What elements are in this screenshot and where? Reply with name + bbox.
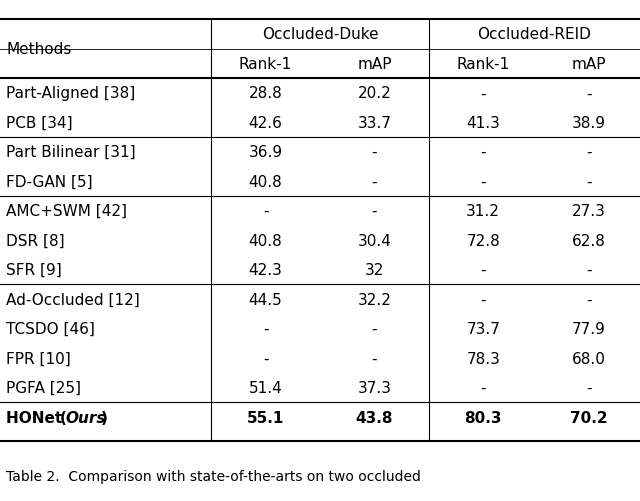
Text: -: - xyxy=(372,204,377,219)
Text: 72.8: 72.8 xyxy=(467,233,500,248)
Text: 31.2: 31.2 xyxy=(467,204,500,219)
Text: -: - xyxy=(586,292,591,307)
Text: -: - xyxy=(586,380,591,395)
Text: 42.3: 42.3 xyxy=(249,263,282,278)
Text: PGFA [25]: PGFA [25] xyxy=(6,380,81,395)
Text: 30.4: 30.4 xyxy=(358,233,391,248)
Text: -: - xyxy=(481,292,486,307)
Text: Part Bilinear [31]: Part Bilinear [31] xyxy=(6,145,136,160)
Text: 77.9: 77.9 xyxy=(572,322,605,337)
Text: ): ) xyxy=(101,410,108,425)
Text: -: - xyxy=(481,174,486,189)
Text: Rank-1: Rank-1 xyxy=(456,57,510,72)
Text: 41.3: 41.3 xyxy=(467,116,500,131)
Text: 44.5: 44.5 xyxy=(249,292,282,307)
Text: 28.8: 28.8 xyxy=(249,86,282,101)
Text: mAP: mAP xyxy=(357,57,392,72)
Text: -: - xyxy=(372,145,377,160)
Text: Table 2.  Comparison with state-of-the-arts on two occluded: Table 2. Comparison with state-of-the-ar… xyxy=(6,469,421,483)
Text: 37.3: 37.3 xyxy=(357,380,392,395)
Text: -: - xyxy=(481,380,486,395)
Text: -: - xyxy=(586,145,591,160)
Text: Rank-1: Rank-1 xyxy=(239,57,292,72)
Text: 20.2: 20.2 xyxy=(358,86,391,101)
Text: 68.0: 68.0 xyxy=(572,351,605,366)
Text: -: - xyxy=(481,145,486,160)
Text: -: - xyxy=(263,351,268,366)
Text: -: - xyxy=(481,86,486,101)
Text: -: - xyxy=(586,174,591,189)
Text: Methods: Methods xyxy=(6,42,72,57)
Text: 40.8: 40.8 xyxy=(249,174,282,189)
Text: 43.8: 43.8 xyxy=(356,410,393,425)
Text: HONet: HONet xyxy=(6,410,68,425)
Text: AMC+SWM [42]: AMC+SWM [42] xyxy=(6,204,127,219)
Text: 70.2: 70.2 xyxy=(570,410,607,425)
Text: SFR [9]: SFR [9] xyxy=(6,263,62,278)
Text: 42.6: 42.6 xyxy=(249,116,282,131)
Text: Ours: Ours xyxy=(66,410,106,425)
Text: 51.4: 51.4 xyxy=(249,380,282,395)
Text: -: - xyxy=(372,322,377,337)
Text: -: - xyxy=(586,263,591,278)
Text: (: ( xyxy=(60,410,67,425)
Text: -: - xyxy=(481,263,486,278)
Text: Occluded-Duke: Occluded-Duke xyxy=(262,27,378,42)
Text: FPR [10]: FPR [10] xyxy=(6,351,71,366)
Text: 36.9: 36.9 xyxy=(248,145,283,160)
Text: DSR [8]: DSR [8] xyxy=(6,233,65,248)
Text: 38.9: 38.9 xyxy=(572,116,606,131)
Text: 32: 32 xyxy=(365,263,384,278)
Text: -: - xyxy=(372,351,377,366)
Text: TCSDO [46]: TCSDO [46] xyxy=(6,322,95,337)
Text: PCB [34]: PCB [34] xyxy=(6,116,73,131)
Text: 80.3: 80.3 xyxy=(465,410,502,425)
Text: -: - xyxy=(586,86,591,101)
Text: 33.7: 33.7 xyxy=(357,116,392,131)
Text: 40.8: 40.8 xyxy=(249,233,282,248)
Text: 32.2: 32.2 xyxy=(358,292,391,307)
Text: Part-Aligned [38]: Part-Aligned [38] xyxy=(6,86,136,101)
Text: mAP: mAP xyxy=(572,57,606,72)
Text: Occluded-REID: Occluded-REID xyxy=(477,27,591,42)
Text: -: - xyxy=(263,322,268,337)
Text: -: - xyxy=(372,174,377,189)
Text: -: - xyxy=(263,204,268,219)
Text: 62.8: 62.8 xyxy=(572,233,605,248)
Text: FD-GAN [5]: FD-GAN [5] xyxy=(6,174,93,189)
Text: Ad-Occluded [12]: Ad-Occluded [12] xyxy=(6,292,140,307)
Text: 73.7: 73.7 xyxy=(467,322,500,337)
Text: 55.1: 55.1 xyxy=(247,410,284,425)
Text: 27.3: 27.3 xyxy=(572,204,605,219)
Text: 78.3: 78.3 xyxy=(467,351,500,366)
